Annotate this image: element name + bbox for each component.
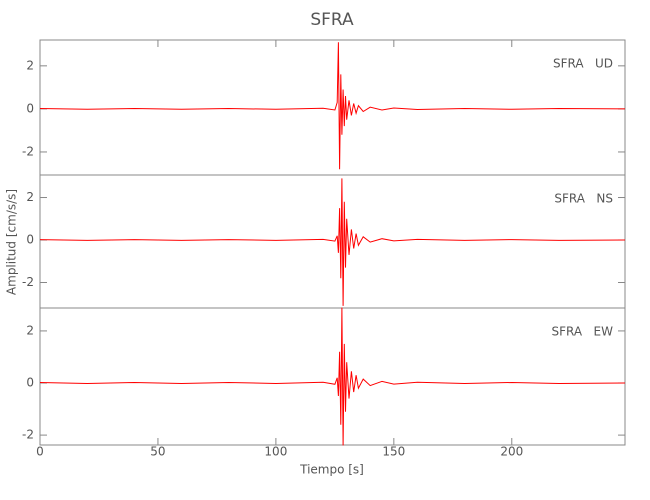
y-tick-label: -2 [22, 275, 34, 289]
panel-frame [39, 307, 626, 446]
x-tick-label: 200 [500, 445, 523, 459]
x-tick-label: 100 [264, 445, 287, 459]
x-tick-label: 150 [382, 445, 405, 459]
y-tick-label: -2 [22, 144, 34, 158]
x-tick-label: 0 [36, 445, 44, 459]
y-tick-label: 2 [26, 323, 34, 337]
chart-title: SFRA [310, 10, 354, 30]
y-tick-label: 0 [26, 376, 34, 390]
waveform [39, 178, 626, 306]
y-tick-label: 2 [26, 58, 34, 72]
y-tick-label: 2 [26, 190, 34, 204]
waveform [39, 42, 626, 170]
panel-label: SFRA NS [554, 192, 613, 206]
panel-frame [39, 174, 626, 309]
waveform [39, 307, 626, 446]
y-tick-label: -2 [22, 428, 34, 442]
panel-label: SFRA UD [553, 57, 613, 71]
x-axis-label: Tiempo [s] [299, 463, 364, 477]
y-tick-label: 0 [26, 101, 34, 115]
y-tick-label: 0 [26, 233, 34, 247]
x-tick-label: 50 [150, 445, 165, 459]
y-axis-label: Amplitud [cm/s/s] [5, 189, 19, 295]
panel-frame [39, 39, 626, 176]
panel-label: SFRA EW [552, 325, 614, 339]
